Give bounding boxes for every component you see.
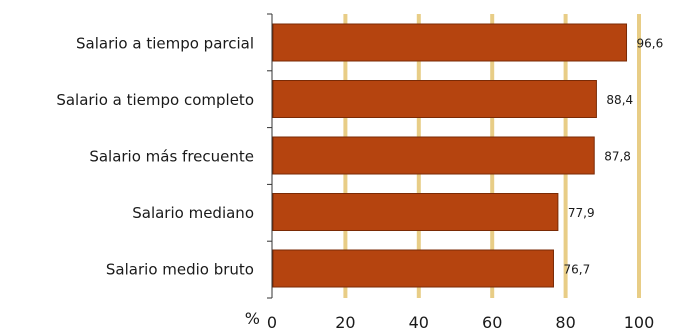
category-label-4: Salario mediano [132, 204, 254, 222]
bars [272, 23, 628, 288]
value-label-5: 76,7 [563, 263, 590, 277]
axes [267, 13, 273, 299]
bar-4 [272, 193, 559, 231]
x-tick-label-0: 0 [267, 313, 277, 332]
bar-2 [272, 80, 597, 118]
x-tick-label-40: 40 [409, 313, 429, 332]
category-label-2: Salario a tiempo completo [56, 91, 254, 109]
x-tick-label-20: 20 [335, 313, 355, 332]
x-tick-label-80: 80 [555, 313, 575, 332]
value-label-3: 87,8 [604, 150, 631, 164]
value-labels: 96,6 88,4 87,8 77,9 76,7 [563, 37, 663, 277]
value-label-2: 88,4 [606, 93, 633, 107]
x-tick-label-100: 100 [624, 313, 655, 332]
x-tick-label-60: 60 [482, 313, 502, 332]
x-tick-labels: 0 20 40 60 80 100 [267, 313, 654, 332]
category-label-3: Salario más frecuente [89, 148, 254, 166]
value-label-1: 96,6 [637, 37, 664, 51]
category-label-5: Salario medio bruto [106, 261, 254, 279]
x-axis-unit-label: % [245, 309, 260, 328]
category-label-1: Salario a tiempo parcial [76, 35, 254, 53]
bar-1 [272, 23, 628, 62]
bar-3 [272, 136, 595, 175]
category-labels: Salario a tiempo parcial Salario a tiempo… [56, 35, 254, 279]
value-label-4: 77,9 [568, 206, 595, 220]
bar-5 [272, 249, 554, 288]
